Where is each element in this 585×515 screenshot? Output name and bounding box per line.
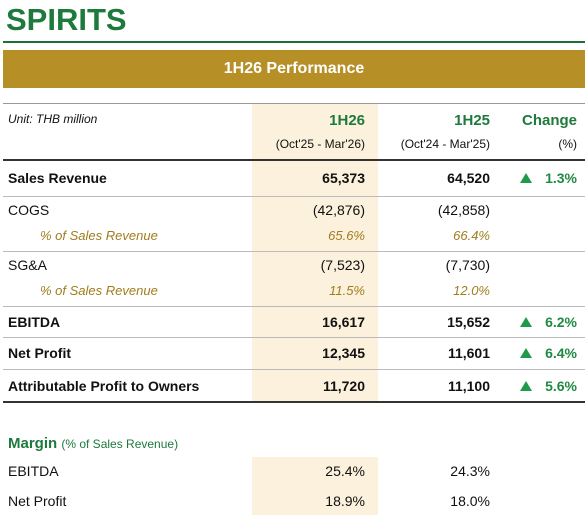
value: 18.0% (450, 493, 490, 509)
banner (3, 50, 585, 88)
value: 66.4% (453, 228, 490, 243)
highlight-column (252, 104, 378, 402)
rule (3, 306, 585, 307)
col-header: Change (521, 112, 577, 129)
value: 16,617 (322, 314, 365, 330)
col-sub: (Oct'25 - Mar'26) (275, 137, 365, 151)
value: 24.3% (450, 463, 490, 479)
row-label: SG&A (8, 257, 47, 273)
value: (7,730) (445, 257, 490, 273)
value: 11,720 (322, 378, 365, 394)
rule (3, 369, 585, 370)
value: 11,100 (447, 378, 490, 394)
change: 5.6% (545, 378, 577, 394)
row-label: Net Profit (8, 345, 71, 361)
value: 65.6% (328, 228, 365, 243)
change: 6.4% (545, 345, 577, 361)
value: 25.4% (325, 463, 365, 479)
rule (3, 159, 585, 161)
row-label: % of Sales Revenue (40, 228, 158, 243)
margin-title: Margin (% of Sales Revenue) (8, 435, 178, 452)
row-label: Net Profit (8, 493, 67, 509)
highlight-column (252, 457, 378, 515)
title: SPIRITS (6, 2, 127, 37)
row-label: Sales Revenue (8, 170, 107, 186)
rule (3, 196, 585, 197)
col-header: 1H25 (454, 112, 490, 129)
title-rule (3, 41, 585, 43)
up-arrow (520, 317, 532, 327)
value: (42,858) (437, 202, 490, 218)
value: 15,652 (447, 314, 490, 330)
value: 18.9% (325, 493, 365, 509)
up-arrow (520, 173, 532, 183)
col-header: 1H26 (329, 112, 365, 129)
value: 64,520 (447, 170, 490, 186)
margin-note: (% of Sales Revenue) (61, 437, 179, 451)
row-label: EBITDA (8, 463, 59, 479)
value: 12.0% (453, 283, 490, 298)
change: 6.2% (545, 314, 577, 330)
rule (3, 401, 585, 403)
up-arrow (520, 348, 532, 358)
row-label: Attributable Profit to Owners (8, 378, 200, 394)
rule (3, 251, 585, 252)
rule (3, 103, 585, 104)
unit: Unit: THB million (8, 112, 98, 126)
rule (3, 337, 585, 338)
row-label: EBITDA (8, 314, 61, 330)
change: 1.3% (545, 170, 577, 186)
row-label: COGS (8, 202, 50, 218)
margin-title-text: Margin (8, 435, 58, 452)
col-sub: (Oct'24 - Mar'25) (400, 137, 490, 151)
banner-text: 1H26 Performance (223, 60, 365, 77)
value: 12,345 (322, 345, 365, 361)
up-arrow (520, 381, 532, 391)
value: 11.5% (329, 283, 365, 298)
value: (7,523) (320, 257, 365, 273)
col-sub: (%) (558, 137, 577, 151)
value: 65,373 (322, 170, 365, 186)
value: (42,876) (312, 202, 365, 218)
row-label: % of Sales Revenue (40, 283, 158, 298)
value: 11,601 (447, 345, 490, 361)
